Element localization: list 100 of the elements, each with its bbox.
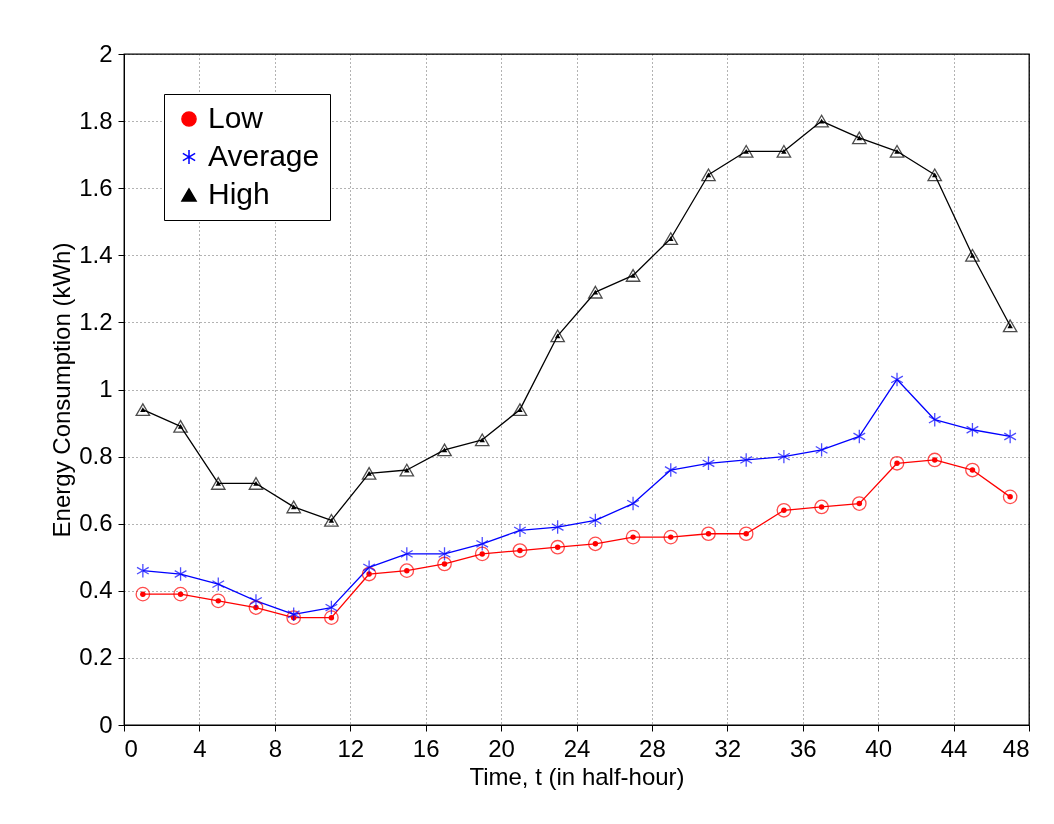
point <box>1002 319 1018 333</box>
point <box>664 462 678 478</box>
point <box>399 563 415 579</box>
legend-label: Average <box>208 139 320 172</box>
x-tick-label: 16 <box>412 734 440 762</box>
x-axis-title: Time, t (in half-hour) <box>469 762 685 790</box>
point <box>814 499 829 515</box>
point <box>852 429 866 444</box>
y-tick-label: 1.6 <box>79 173 113 201</box>
point <box>701 526 716 542</box>
legend-label: Low <box>208 101 264 134</box>
point <box>512 403 528 417</box>
point <box>776 502 792 518</box>
point <box>738 526 754 542</box>
point <box>927 168 943 182</box>
point <box>362 559 376 575</box>
x-tick-label: 0 <box>124 734 138 762</box>
point <box>210 593 226 609</box>
point <box>588 512 602 528</box>
point <box>248 476 264 490</box>
point <box>927 452 943 468</box>
point <box>1003 429 1017 444</box>
x-tick-label: 4 <box>193 734 207 762</box>
point <box>135 586 151 602</box>
y-tick-label: 1 <box>99 375 113 402</box>
point <box>173 586 188 602</box>
point <box>174 566 188 582</box>
point <box>851 131 867 145</box>
point <box>815 442 829 458</box>
point <box>361 466 377 480</box>
y-tick-label: 1.2 <box>79 307 113 335</box>
y-tick-label: 0 <box>99 710 113 738</box>
x-tick-label: 32 <box>714 734 742 762</box>
point <box>437 443 452 457</box>
y-axis-title: Energy Consumption (kWh) <box>48 242 76 538</box>
point <box>287 606 301 622</box>
x-tick-label: 48 <box>1002 734 1030 762</box>
x-tick-label: 28 <box>639 734 666 762</box>
point <box>663 529 679 545</box>
point <box>136 563 150 579</box>
point <box>890 372 904 387</box>
point <box>965 462 980 478</box>
point <box>173 419 188 433</box>
point <box>512 543 528 558</box>
point <box>588 285 603 299</box>
point <box>399 463 415 477</box>
point <box>814 114 829 128</box>
x-tick-label: 24 <box>563 734 591 762</box>
point <box>889 144 905 158</box>
y-tick-label: 0.4 <box>79 576 113 604</box>
point <box>701 168 716 182</box>
x-tick-label: 44 <box>940 734 968 762</box>
point <box>475 536 489 552</box>
y-tick-label: 2 <box>99 39 113 67</box>
point <box>249 593 263 609</box>
x-tick-label: 40 <box>865 734 893 762</box>
x-tick-label: 36 <box>789 734 817 762</box>
point <box>513 523 527 538</box>
point <box>324 610 339 625</box>
point <box>286 610 302 625</box>
x-tick-label: 20 <box>488 734 515 762</box>
point <box>739 452 753 468</box>
point <box>965 422 979 438</box>
point <box>588 536 603 552</box>
point <box>851 496 867 511</box>
point <box>210 476 226 490</box>
point <box>889 455 905 471</box>
point <box>777 449 791 464</box>
point <box>474 546 490 562</box>
y-tick-label: 0.6 <box>79 509 113 537</box>
point <box>625 529 641 545</box>
point <box>551 519 565 535</box>
point <box>474 433 490 447</box>
point <box>400 546 414 562</box>
y-tick-label: 1.4 <box>79 240 113 268</box>
point <box>1002 489 1018 505</box>
point <box>248 600 264 615</box>
x-tick-label: 12 <box>337 734 365 762</box>
y-tick-label: 0.8 <box>79 442 113 470</box>
point <box>550 539 565 555</box>
point <box>324 600 338 615</box>
point <box>211 576 225 592</box>
point <box>776 144 792 158</box>
point <box>928 412 942 428</box>
point <box>965 248 980 262</box>
point <box>625 268 641 282</box>
point <box>701 455 715 471</box>
x-tick-label: 8 <box>268 734 283 762</box>
point <box>437 556 452 572</box>
point <box>438 546 452 562</box>
y-tick-label: 1.8 <box>79 106 113 134</box>
point <box>361 566 377 582</box>
legend-label: High <box>208 177 270 210</box>
y-tick-label: 0.2 <box>79 643 113 671</box>
point <box>626 496 640 511</box>
point <box>738 144 754 158</box>
point <box>286 500 302 514</box>
point <box>135 403 151 417</box>
point <box>663 232 679 245</box>
point <box>550 329 565 343</box>
